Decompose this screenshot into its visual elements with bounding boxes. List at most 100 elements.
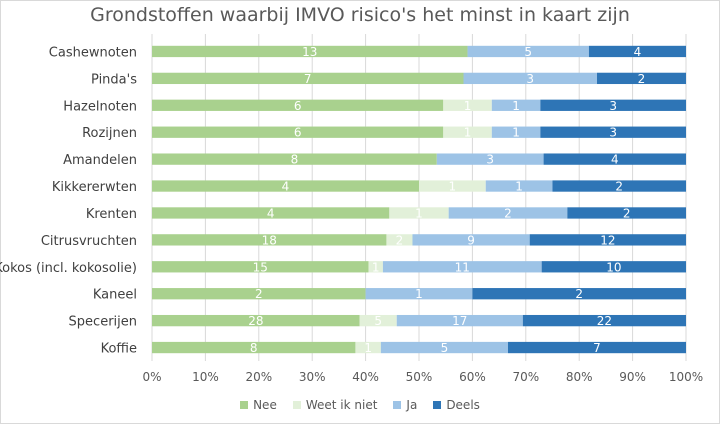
legend-swatch bbox=[433, 401, 442, 409]
bar-segment bbox=[543, 153, 686, 165]
data-label: 4 bbox=[611, 153, 619, 167]
legend-item: Ja bbox=[393, 398, 417, 412]
bar-segment bbox=[419, 180, 486, 192]
bar-segment bbox=[485, 180, 553, 192]
legend-swatch bbox=[393, 401, 402, 409]
bar-segment bbox=[152, 207, 390, 219]
data-label: 2 bbox=[615, 180, 623, 194]
bar-segment bbox=[152, 153, 437, 165]
x-tick-label: 100% bbox=[669, 370, 703, 384]
data-label: 7 bbox=[304, 72, 312, 86]
bar-segment bbox=[540, 99, 686, 111]
data-label: 13 bbox=[302, 45, 317, 59]
bar-segment bbox=[540, 126, 686, 138]
category-label: Krenten bbox=[86, 207, 137, 222]
bar-segment bbox=[567, 207, 686, 219]
bar-segment bbox=[152, 288, 366, 300]
data-label: 8 bbox=[250, 341, 258, 355]
category-label: Specerijen bbox=[69, 315, 137, 330]
data-label: 8 bbox=[291, 153, 299, 167]
bar-segment bbox=[355, 341, 381, 354]
x-tick-label: 70% bbox=[512, 370, 539, 384]
x-tick-label: 20% bbox=[245, 370, 272, 384]
data-label: 1 bbox=[464, 126, 472, 140]
data-label: 1 bbox=[515, 180, 523, 194]
bar-segment bbox=[368, 261, 383, 273]
bar-segment bbox=[597, 72, 686, 85]
data-label: 2 bbox=[638, 72, 646, 86]
category-label: Kokos (incl. kokosolie) bbox=[0, 261, 137, 276]
bar-segment bbox=[522, 314, 686, 327]
data-label: 5 bbox=[374, 314, 382, 328]
bar-segment bbox=[443, 126, 492, 138]
x-tick-label: 50% bbox=[406, 370, 433, 384]
data-label: 18 bbox=[262, 233, 277, 247]
bar-segment bbox=[467, 45, 589, 58]
data-label: 3 bbox=[609, 99, 617, 113]
data-label: 10 bbox=[606, 260, 621, 274]
data-label: 5 bbox=[524, 45, 532, 59]
data-label: 11 bbox=[455, 260, 470, 274]
data-label: 1 bbox=[512, 126, 520, 140]
category-label: Cashewnoten bbox=[49, 45, 137, 60]
category-label: Amandelen bbox=[63, 153, 137, 168]
bar-segment bbox=[386, 234, 413, 246]
x-tick-label: 30% bbox=[299, 370, 326, 384]
data-label: 2 bbox=[575, 287, 583, 301]
data-label: 28 bbox=[248, 314, 263, 328]
legend-label: Deels bbox=[446, 398, 480, 412]
bar-segment bbox=[436, 153, 544, 165]
bar-segment bbox=[152, 99, 444, 111]
data-label: 1 bbox=[449, 180, 457, 194]
data-label: 22 bbox=[597, 314, 612, 328]
data-label: 5 bbox=[441, 341, 449, 355]
category-label: Pinda's bbox=[91, 72, 137, 87]
chart-title: Grondstoffen waarbij IMVO risico's het m… bbox=[90, 4, 630, 26]
data-label: 6 bbox=[294, 126, 302, 140]
bar-segment bbox=[412, 234, 530, 246]
bar-segment bbox=[152, 314, 360, 327]
x-tick-label: 10% bbox=[192, 370, 219, 384]
bar-segment bbox=[389, 207, 449, 219]
bar-segment bbox=[365, 288, 473, 300]
bar-segment bbox=[463, 72, 597, 85]
data-label: 7 bbox=[593, 341, 601, 355]
data-label: 1 bbox=[415, 287, 423, 301]
data-label: 4 bbox=[267, 206, 275, 220]
bar-segment bbox=[508, 341, 686, 354]
data-label: 3 bbox=[486, 153, 494, 167]
bar-segment bbox=[380, 341, 508, 354]
bar-segment bbox=[359, 314, 397, 327]
data-label: 9 bbox=[467, 233, 475, 247]
data-label: 4 bbox=[634, 45, 642, 59]
category-label: Hazelnoten bbox=[63, 99, 137, 114]
bar-segment bbox=[448, 207, 568, 219]
category-label: Rozijnen bbox=[82, 126, 137, 141]
data-label: 12 bbox=[600, 233, 615, 247]
data-label: 15 bbox=[253, 260, 268, 274]
bar-segment bbox=[396, 314, 523, 327]
x-tick-label: 60% bbox=[459, 370, 486, 384]
bar-segment bbox=[382, 261, 542, 273]
bar-segment bbox=[152, 234, 387, 246]
bar-segment bbox=[152, 261, 369, 273]
bar-segment bbox=[152, 72, 464, 85]
data-label: 6 bbox=[294, 99, 302, 113]
data-label: 1 bbox=[372, 260, 380, 274]
bar-segment bbox=[152, 45, 468, 58]
legend-swatch bbox=[240, 401, 249, 409]
bar-segment bbox=[152, 180, 419, 192]
data-label: 2 bbox=[623, 206, 631, 220]
category-label: Kaneel bbox=[93, 288, 137, 303]
x-tick-label: 40% bbox=[352, 370, 379, 384]
legend-swatch bbox=[292, 401, 301, 409]
data-label: 1 bbox=[364, 341, 372, 355]
legend-label: Ja bbox=[406, 398, 418, 412]
data-label: 4 bbox=[282, 180, 290, 194]
data-label: 2 bbox=[504, 206, 512, 220]
x-tick-label: 0% bbox=[142, 370, 161, 384]
data-label: 17 bbox=[452, 314, 467, 328]
category-label: Citrusvruchten bbox=[41, 234, 137, 249]
legend-item: Weet ik niet bbox=[292, 398, 377, 412]
